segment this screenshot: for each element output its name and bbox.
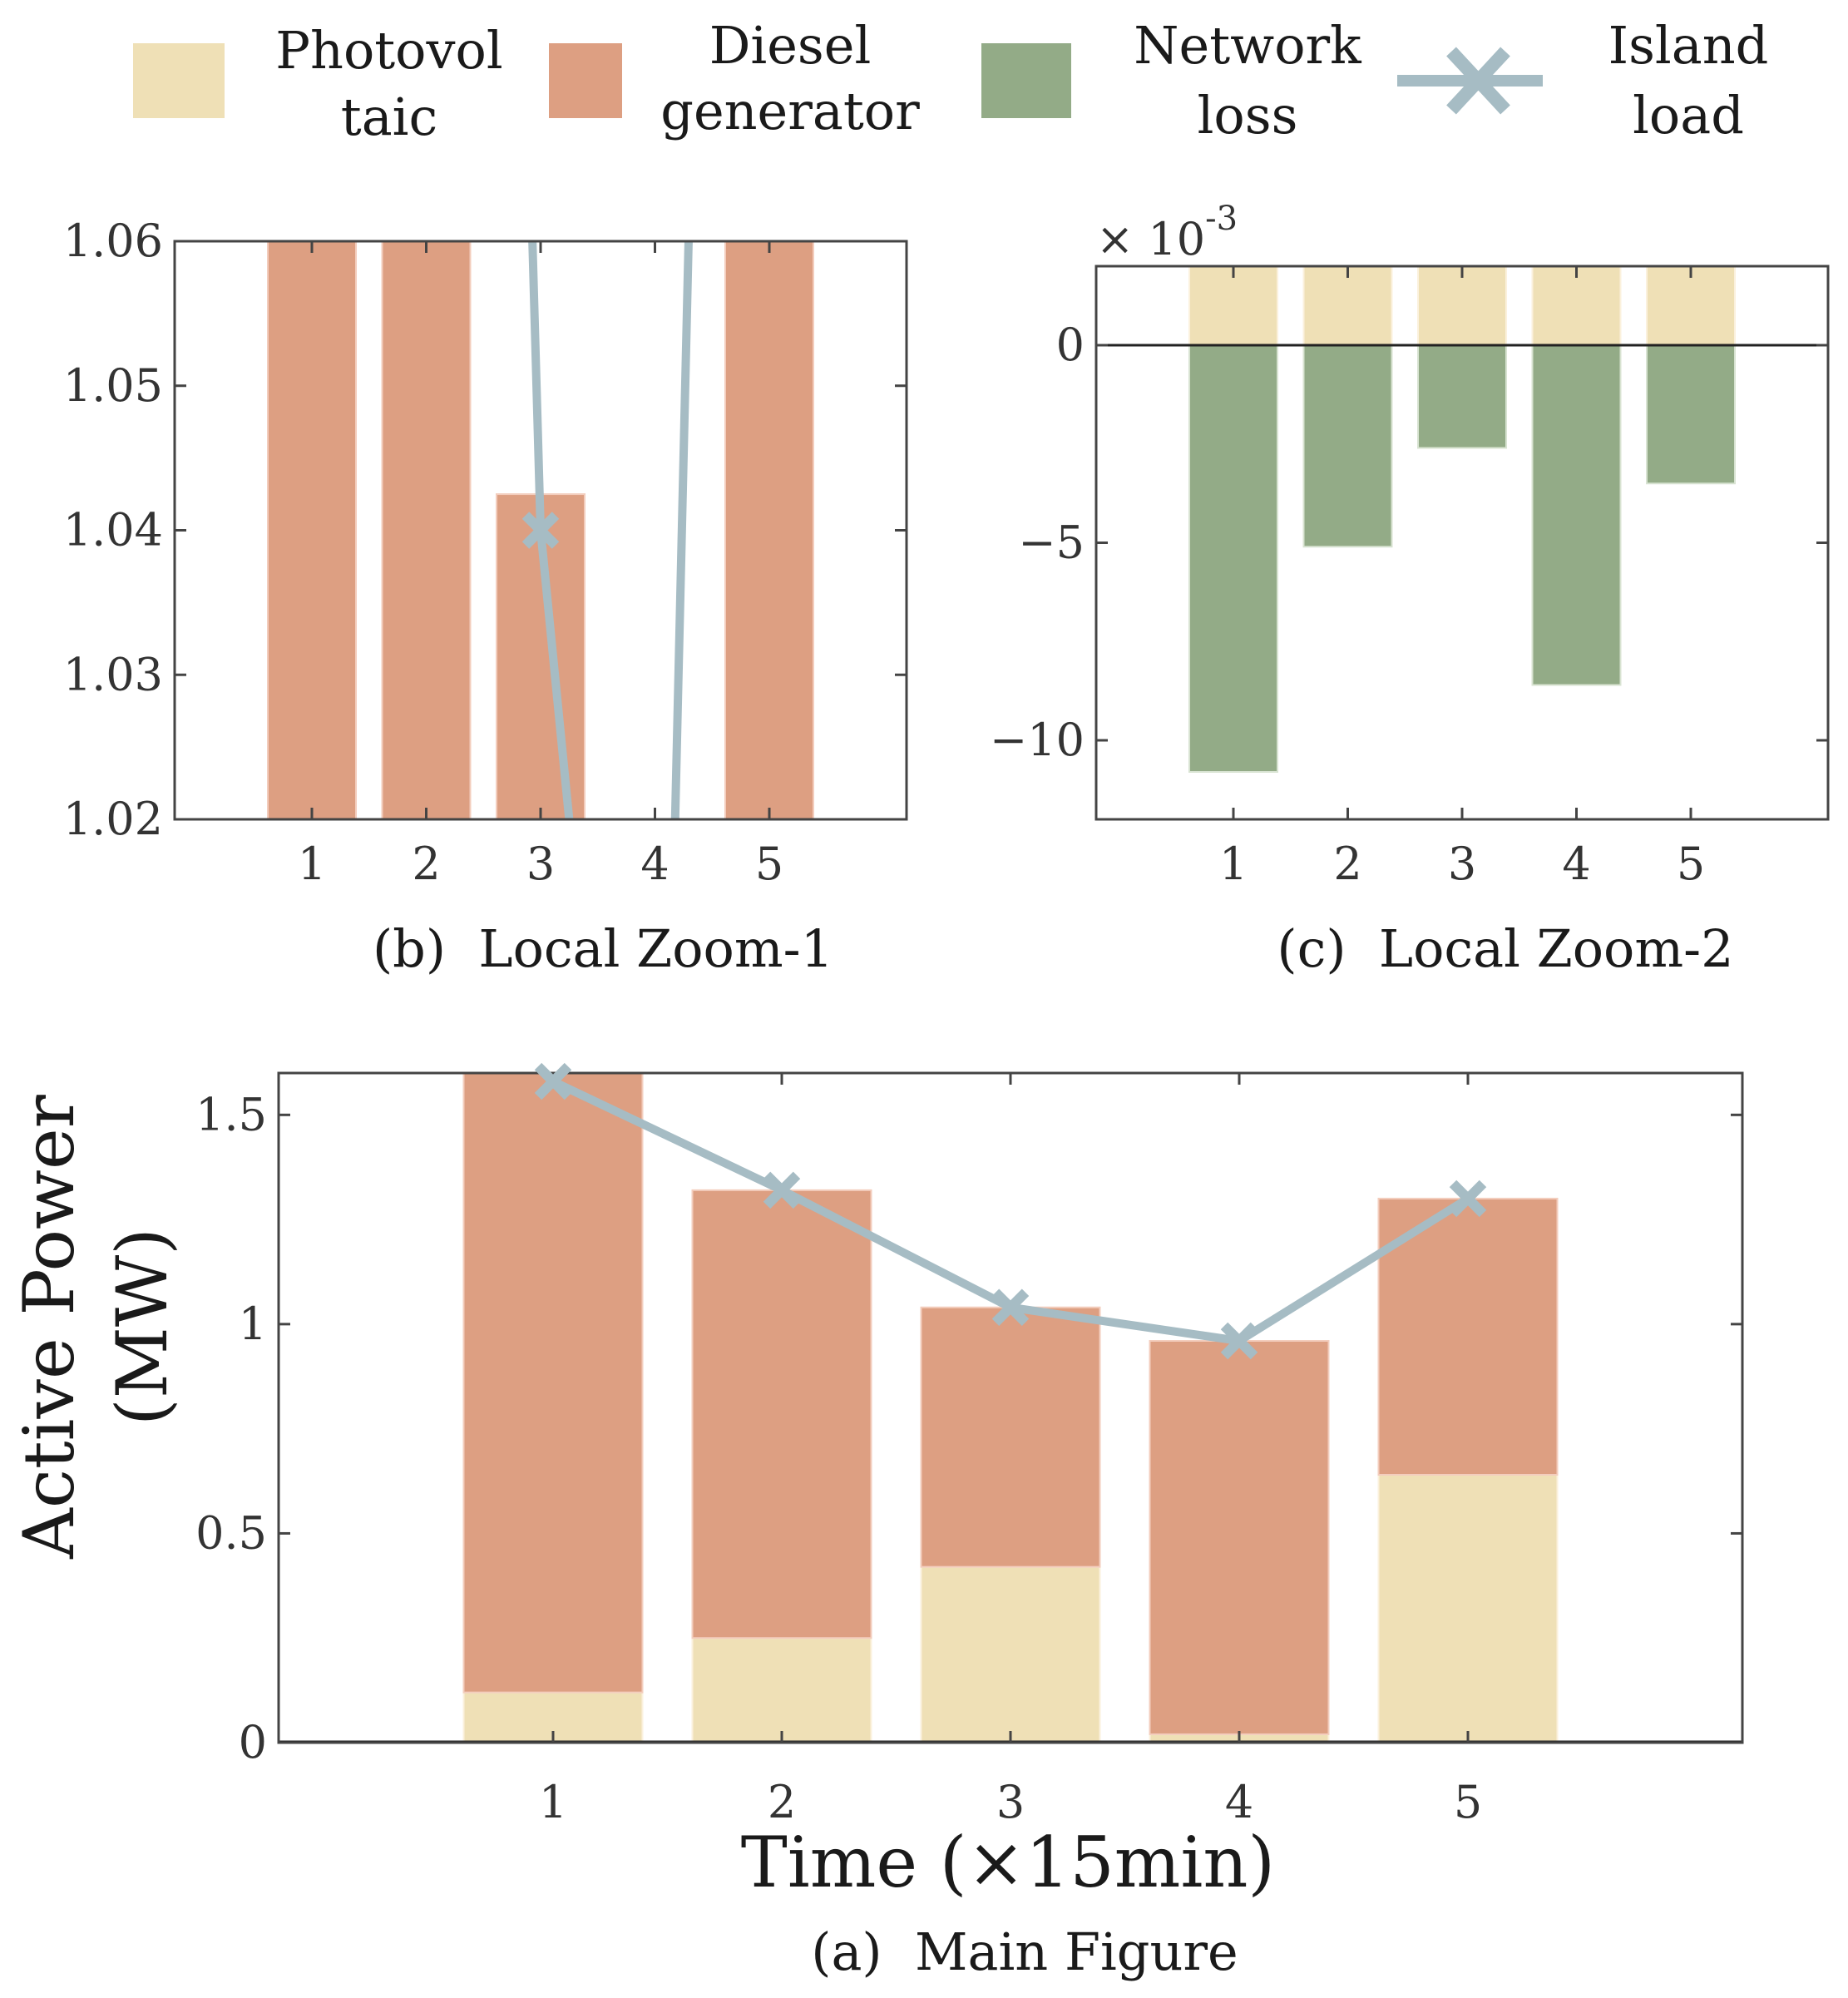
- island-load-marker: [1449, 1180, 1487, 1218]
- x-tick-label: 3: [526, 838, 555, 890]
- y-tick-label: 1.02: [63, 793, 163, 845]
- x-tick-label: 5: [755, 838, 783, 890]
- plot-area-zoom2: [1096, 266, 1828, 773]
- bar-diesel-generator: [920, 1306, 1101, 1568]
- y-tick-label: 0: [1056, 319, 1085, 371]
- x-tick-label: 1: [1219, 838, 1248, 890]
- x-axis-label: Time (×15min): [741, 1822, 1275, 1903]
- legend-label-island-load-2: load: [1633, 85, 1744, 146]
- bar-diesel-generator: [462, 1073, 644, 1694]
- x-tick-label: 3: [1448, 838, 1476, 890]
- bar-photovoltaic: [1377, 1474, 1559, 1743]
- x-tick-label: 1: [298, 838, 326, 890]
- y-tick-label: 1.03: [63, 648, 163, 700]
- x-tick-label: 4: [1562, 838, 1590, 890]
- legend-swatch-photovoltaic: [133, 43, 225, 118]
- bar-diesel-generator: [691, 1189, 872, 1639]
- island-load-marker: [1220, 1322, 1258, 1360]
- y-tick-label: −10: [990, 714, 1085, 766]
- y-axis-label-line-2: (MW): [101, 1228, 183, 1426]
- legend-label-photovoltaic-2: taic: [341, 87, 437, 147]
- y-tick-label: 1: [239, 1298, 267, 1350]
- x-tick-label: 4: [640, 838, 669, 890]
- y-tick-label: −5: [1018, 517, 1085, 569]
- legend-island-load-marker-icon: [1446, 47, 1510, 115]
- caption-local-zoom-1: (b) Local Zoom-1: [373, 918, 833, 979]
- island-load-marker: [534, 1062, 572, 1100]
- legend-label-network-loss-1: Network: [1134, 15, 1361, 76]
- bar-photovoltaic: [920, 1565, 1101, 1743]
- x-tick-label: 3: [996, 1776, 1025, 1828]
- legend-swatch-diesel: [549, 43, 622, 118]
- x-tick-label: 5: [1454, 1776, 1482, 1828]
- caption-local-zoom-2: (c) Local Zoom-2: [1277, 918, 1733, 979]
- y-tick-label: 1.05: [63, 359, 163, 412]
- island-load-marker: [640, 1672, 670, 1702]
- bar-network-loss: [1646, 344, 1736, 485]
- bar-photovoltaic: [1417, 266, 1507, 346]
- island-load-marker: [991, 1288, 1030, 1326]
- bar-photovoltaic: [691, 1637, 872, 1743]
- island-load-marker: [521, 512, 560, 549]
- x-tick-label: 5: [1677, 838, 1705, 890]
- bar-photovoltaic: [1188, 266, 1278, 346]
- x-tick-label: 1: [539, 1776, 567, 1828]
- bar-photovoltaic: [1646, 266, 1736, 346]
- exponent-label: × 10-3: [1096, 200, 1238, 265]
- bar-diesel-generator: [1149, 1340, 1330, 1735]
- y-tick-label: 0: [239, 1716, 267, 1768]
- panel-main-figure: 0 0.5 1 1.5 1 2 3 4 5: [195, 1062, 1744, 1828]
- panel-local-zoom-2: −10 −5 0 1 2 3 4 5: [990, 265, 1830, 890]
- y-tick-label: 1.04: [63, 504, 163, 556]
- exponent-power: -3: [1205, 200, 1238, 238]
- exponent-base: × 10: [1096, 213, 1205, 265]
- legend-label-photovoltaic-1: Photovol: [275, 20, 502, 81]
- legend-swatch-network-loss: [981, 43, 1071, 118]
- caption-main-figure: (a) Main Figure: [811, 1921, 1238, 1982]
- bar-network-loss: [1417, 344, 1507, 449]
- x-tick-label: 2: [1333, 838, 1361, 890]
- legend-label-diesel-1: Diesel: [709, 15, 872, 76]
- x-tick-label: 2: [768, 1776, 796, 1828]
- y-tick-label: 0.5: [195, 1506, 267, 1559]
- legend-label-diesel-2: generator: [660, 81, 920, 141]
- legend-swatch-island-load: [1397, 47, 1543, 115]
- y-tick-label: 1.06: [63, 215, 163, 267]
- bar-diesel-generator: [267, 241, 357, 819]
- legend-label-island-load-1: Island: [1608, 15, 1769, 76]
- x-tick-label: 2: [412, 838, 440, 890]
- legend-label-network-loss-2: loss: [1198, 85, 1298, 146]
- bar-diesel-generator: [1377, 1197, 1559, 1476]
- x-tick-label: 4: [1225, 1776, 1253, 1828]
- y-axis-label-line-1: Active Power: [8, 1094, 90, 1559]
- island-load-marker: [763, 1171, 801, 1209]
- bar-network-loss: [1188, 344, 1278, 773]
- bar-diesel-generator: [381, 241, 472, 819]
- plot-area-zoom1: [267, 241, 814, 1702]
- y-tick-label: 1.5: [195, 1088, 267, 1140]
- plot-area-main: [279, 1073, 1742, 1743]
- island-load-series: [534, 1062, 1487, 1360]
- bar-photovoltaic: [1302, 266, 1393, 346]
- bar-photovoltaic: [1531, 266, 1622, 346]
- legend: Photovol taic Diesel generator Network l…: [133, 15, 1768, 147]
- bar-diesel-generator: [724, 241, 814, 819]
- panel-local-zoom-1: 1.02 1.03 1.04 1.05 1.06 1 2 3 4 5: [63, 215, 908, 1702]
- bar-network-loss: [1302, 344, 1393, 548]
- bar-network-loss: [1531, 344, 1622, 686]
